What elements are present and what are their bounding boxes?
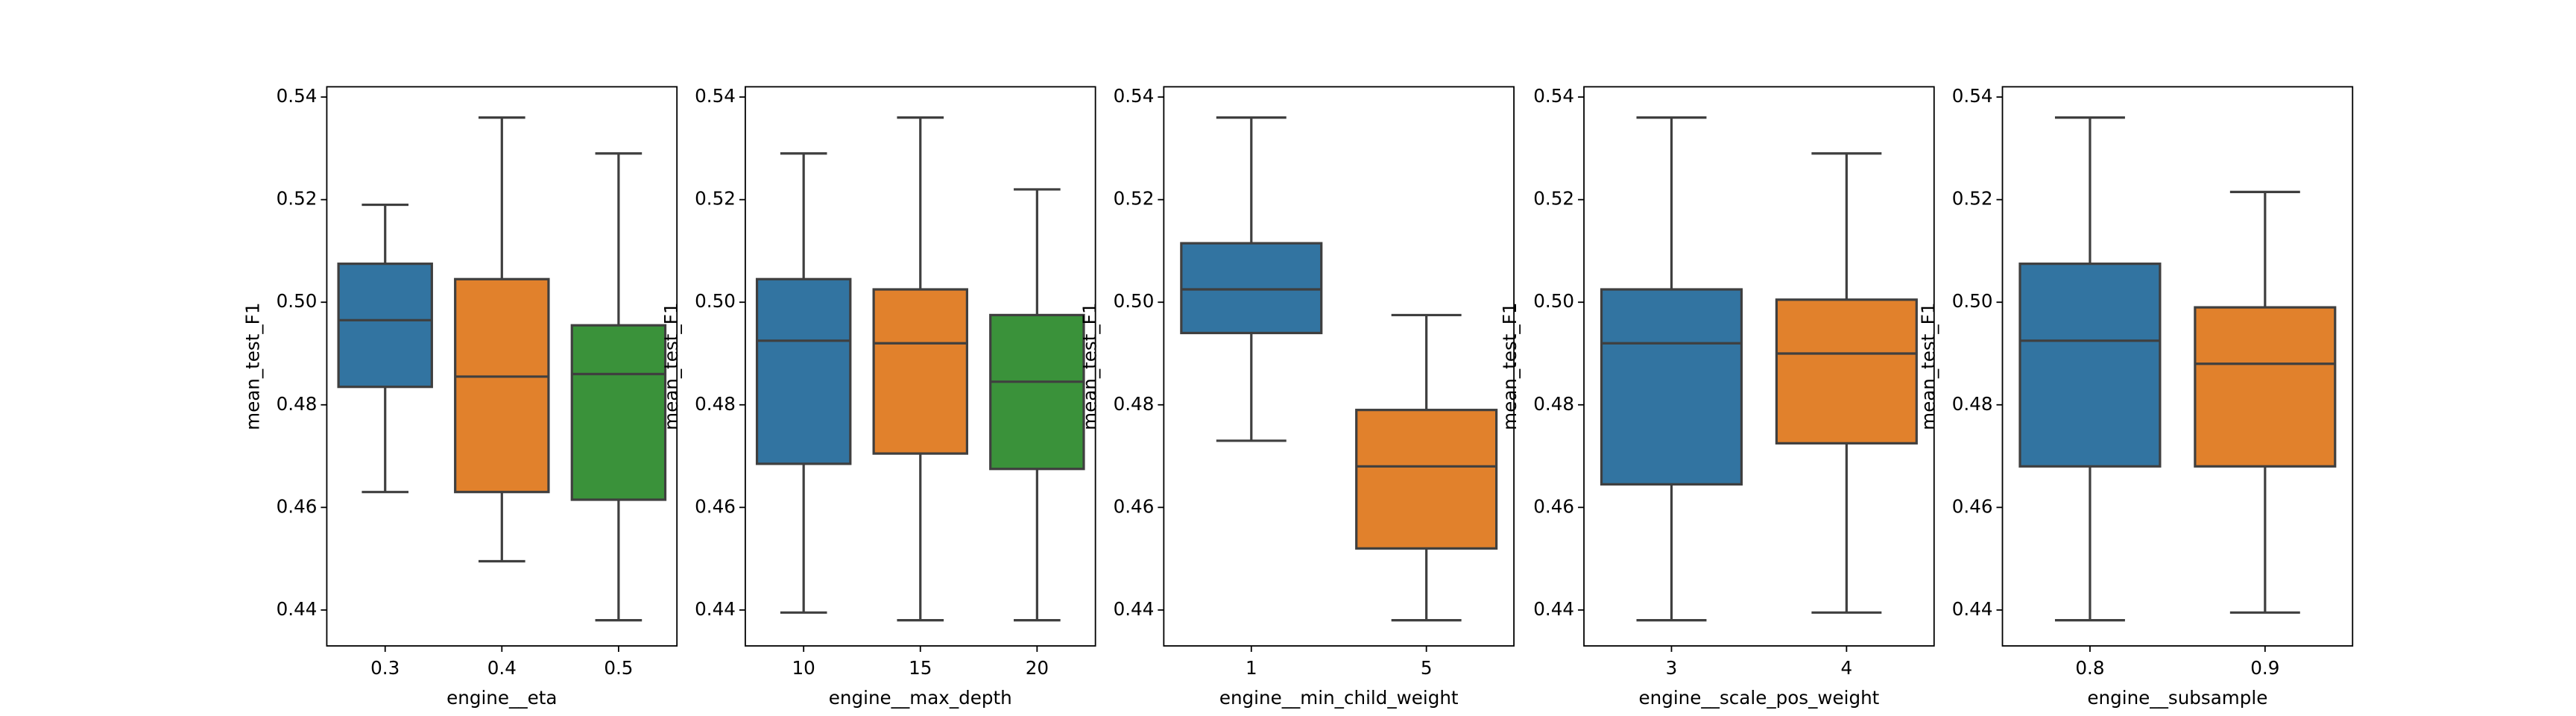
box-0.3 — [337, 263, 433, 389]
y-tick-label: 0.54 — [1114, 85, 1155, 107]
y-tick-label: 0.44 — [695, 598, 736, 620]
y-tick-label: 0.48 — [1114, 393, 1155, 415]
x-tick-label: 0.5 — [604, 657, 633, 679]
y-tick-label: 0.44 — [277, 598, 318, 620]
box-0.4 — [454, 277, 550, 494]
y-axis-label: mean_test_F1 — [242, 303, 263, 430]
x-tick-label: 0.3 — [370, 657, 400, 679]
x-tick-label: 0.9 — [2250, 657, 2279, 679]
y-tick-label: 0.50 — [1533, 290, 1574, 312]
x-tick-label: 0.4 — [487, 657, 517, 679]
x-axis-label: engine__subsample — [2087, 687, 2267, 709]
axes-frame — [326, 86, 678, 647]
y-axis-label: mean_test_F1 — [660, 303, 682, 430]
box-0.8 — [2018, 263, 2162, 468]
y-tick-label: 0.46 — [1114, 495, 1155, 517]
axes-frame — [744, 86, 1096, 647]
box-15 — [872, 288, 968, 455]
x-axis-label: engine__max_depth — [829, 687, 1012, 709]
x-tick-label: 15 — [909, 657, 932, 679]
axes-frame — [2001, 86, 2354, 647]
y-tick-label: 0.52 — [277, 188, 318, 210]
axes-frame — [1163, 86, 1515, 647]
y-tick-label: 0.54 — [1952, 85, 1993, 107]
box-20 — [989, 313, 1085, 471]
y-tick-label: 0.54 — [1533, 85, 1574, 107]
x-tick-label: 5 — [1421, 657, 1433, 679]
y-tick-label: 0.44 — [1952, 598, 1993, 620]
y-tick-label: 0.46 — [1533, 495, 1574, 517]
y-axis-label: mean_test_F1 — [1499, 303, 1521, 430]
y-tick-label: 0.44 — [1114, 598, 1155, 620]
y-tick-label: 0.50 — [695, 290, 736, 312]
y-tick-label: 0.52 — [1114, 188, 1155, 210]
box-4 — [1775, 298, 1918, 445]
y-tick-label: 0.52 — [1533, 188, 1574, 210]
box-0.9 — [2194, 306, 2337, 468]
y-tick-label: 0.46 — [277, 495, 318, 517]
x-tick-label: 20 — [1026, 657, 1049, 679]
x-axis-label: engine__scale_pos_weight — [1639, 687, 1880, 709]
y-tick-label: 0.54 — [277, 85, 318, 107]
box-5 — [1355, 409, 1498, 550]
y-axis-label: mean_test_F1 — [1079, 303, 1100, 430]
box-1 — [1180, 242, 1323, 335]
x-axis-label: engine__min_child_weight — [1219, 687, 1459, 709]
y-tick-label: 0.48 — [1533, 393, 1574, 415]
y-tick-label: 0.54 — [695, 85, 736, 107]
x-tick-label: 4 — [1841, 657, 1853, 679]
y-tick-label: 0.50 — [1114, 290, 1155, 312]
y-tick-label: 0.48 — [277, 393, 318, 415]
x-tick-label: 0.8 — [2075, 657, 2104, 679]
y-tick-label: 0.52 — [695, 188, 736, 210]
box-10 — [755, 277, 852, 465]
axes-frame — [1583, 86, 1935, 647]
y-tick-label: 0.52 — [1952, 188, 1993, 210]
y-tick-label: 0.48 — [1952, 393, 1993, 415]
x-tick-label: 10 — [792, 657, 815, 679]
x-tick-label: 1 — [1246, 657, 1257, 679]
y-tick-label: 0.46 — [695, 495, 736, 517]
y-tick-label: 0.50 — [277, 290, 318, 312]
box-3 — [1600, 288, 1743, 486]
x-axis-label: engine__eta — [446, 687, 557, 709]
y-axis-label: mean_test_F1 — [1918, 303, 1939, 430]
y-tick-label: 0.46 — [1952, 495, 1993, 517]
y-tick-label: 0.50 — [1952, 290, 1993, 312]
x-tick-label: 3 — [1666, 657, 1678, 679]
y-tick-label: 0.44 — [1533, 598, 1574, 620]
y-tick-label: 0.48 — [695, 393, 736, 415]
box-0.5 — [570, 324, 667, 501]
